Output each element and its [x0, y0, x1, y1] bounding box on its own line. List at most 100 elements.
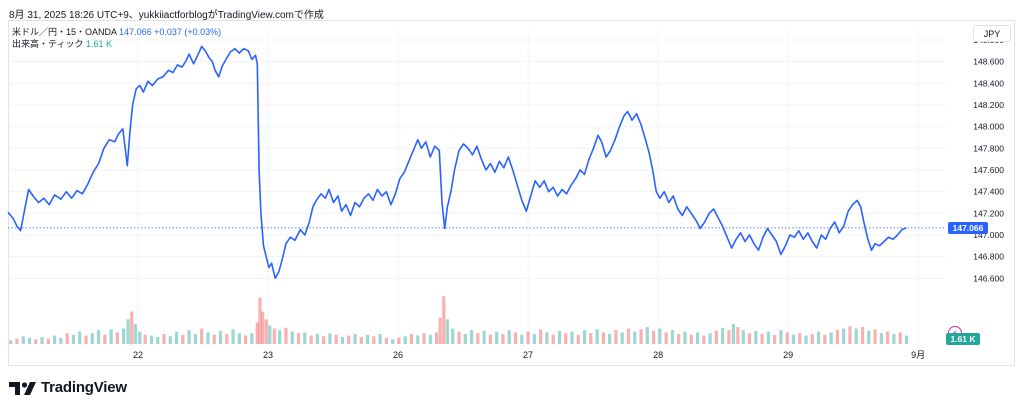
brand-name: TradingView: [41, 379, 127, 396]
volume-bar: [428, 334, 432, 344]
volume-bar: [842, 328, 846, 344]
volume-bar: [823, 334, 827, 344]
volume-bar: [212, 334, 216, 344]
volume-bar: [397, 337, 401, 344]
y-tick-label: 147.400: [973, 187, 1004, 197]
volume-bar: [677, 333, 681, 344]
volume-bar: [886, 331, 890, 344]
y-tick-label: 147.600: [973, 165, 1004, 175]
volume-bar: [651, 330, 656, 344]
volume-bar: [526, 331, 530, 344]
volume-bar: [564, 333, 568, 344]
volume-bar: [340, 337, 345, 344]
volume-bar: [708, 333, 712, 344]
volume-bar: [570, 331, 574, 344]
volume-bar: [860, 327, 865, 344]
volume-bar: [873, 329, 877, 344]
volume-bar: [601, 332, 605, 344]
chart-frame[interactable]: [8, 20, 1015, 366]
volume-bar: [482, 330, 486, 344]
volume-bar: [272, 328, 276, 344]
y-tick-label: 148.200: [973, 100, 1004, 110]
last-price-label: 147.066: [948, 221, 988, 234]
volume-bar: [130, 311, 134, 344]
volume-bar: [78, 331, 82, 344]
volume-bar: [278, 330, 282, 344]
volume-bar: [403, 336, 407, 344]
volume-bar: [15, 338, 19, 344]
x-tick-label: 28: [653, 350, 663, 360]
volume-bar: [162, 333, 166, 344]
volume-bar: [532, 333, 536, 344]
volume-bar: [779, 330, 783, 344]
volume-bar: [250, 333, 254, 344]
volume-bar: [328, 333, 332, 344]
volume-bar: [322, 336, 326, 344]
legend-volume-value: 1.61 K: [85, 39, 113, 49]
volume-bar: [488, 334, 492, 344]
volume-bar: [174, 331, 179, 344]
currency-button[interactable]: JPY: [973, 25, 1011, 42]
volume-bar: [754, 330, 758, 344]
volume-bar: [27, 337, 32, 344]
volume-bar: [156, 337, 160, 344]
volume-bar: [721, 327, 725, 344]
volume-bar: [589, 333, 593, 344]
volume-bar: [539, 329, 543, 344]
volume-bar: [303, 332, 307, 344]
volume-bar: [59, 337, 63, 344]
volume-bar: [434, 332, 439, 344]
volume-bar: [261, 311, 265, 344]
volume-bar: [315, 333, 319, 344]
volume-bar: [438, 317, 442, 344]
volume-bar: [193, 333, 197, 344]
volume-bar: [835, 330, 840, 344]
volume-bar: [495, 331, 499, 344]
x-tick-label: 26: [393, 350, 403, 360]
volume-bar: [848, 326, 852, 344]
volume-bar: [268, 325, 272, 344]
volume-bar: [34, 339, 38, 344]
volume-bar: [225, 333, 229, 344]
volume-bar: [126, 319, 130, 344]
volume-bar: [143, 334, 147, 344]
volume-bar: [741, 330, 745, 344]
volume-bar: [576, 334, 580, 344]
legend-price-row[interactable]: 米ドル／円・15・OANDA 147.066 +0.037 (+0.03%): [12, 26, 221, 38]
volume-bar: [347, 335, 351, 344]
volume-bar: [378, 333, 382, 344]
volume-bar: [264, 319, 268, 344]
volume-bar: [731, 323, 735, 344]
last-volume-label: 1.61 K: [946, 333, 980, 345]
volume-bar: [133, 323, 137, 344]
volume-bar: [545, 332, 549, 344]
x-tick-label: 22: [133, 350, 143, 360]
volume-bar: [608, 333, 612, 344]
volume-bar: [168, 336, 172, 344]
volume-bar: [309, 335, 313, 344]
volume-bar: [296, 333, 301, 344]
volume-bar: [620, 332, 624, 344]
volume-bar: [391, 339, 395, 344]
tradingview-logo-icon: [9, 381, 36, 395]
volume-bar: [791, 334, 796, 344]
volume-bar: [442, 296, 446, 344]
legend-symbol: 米ドル／円・15・OANDA: [12, 27, 117, 37]
volume-bar: [237, 333, 241, 344]
volume-bar: [736, 327, 740, 344]
brand[interactable]: TradingView: [9, 379, 127, 396]
volume-bar: [702, 335, 706, 344]
volume-bar: [507, 330, 511, 344]
volume-bar: [218, 330, 223, 344]
volume-bar: [904, 335, 909, 344]
price-chart[interactable]: 148.800148.600148.400148.200148.000147.8…: [0, 0, 1024, 370]
volume-bar: [115, 332, 119, 344]
volume-bar: [255, 322, 259, 344]
legend-volume-row[interactable]: 出来高・ティック 1.61 K: [12, 38, 221, 50]
volume-bar: [451, 328, 455, 344]
volume-bar: [645, 327, 649, 344]
volume-bar: [582, 330, 587, 344]
legend-price: 147.066: [119, 27, 152, 37]
volume-bar: [658, 328, 662, 344]
y-tick-label: 148.400: [973, 78, 1004, 88]
